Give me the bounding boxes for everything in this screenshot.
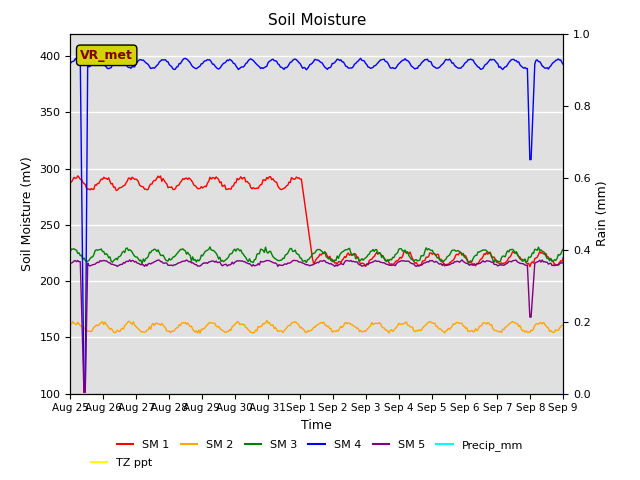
Legend: TZ ppt: TZ ppt — [86, 453, 157, 472]
Legend: SM 1, SM 2, SM 3, SM 4, SM 5, Precip_mm: SM 1, SM 2, SM 3, SM 4, SM 5, Precip_mm — [112, 435, 528, 455]
Title: Soil Moisture: Soil Moisture — [268, 13, 366, 28]
Y-axis label: Rain (mm): Rain (mm) — [596, 181, 609, 246]
X-axis label: Time: Time — [301, 419, 332, 432]
Y-axis label: Soil Moisture (mV): Soil Moisture (mV) — [21, 156, 34, 271]
Text: VR_met: VR_met — [80, 49, 133, 62]
